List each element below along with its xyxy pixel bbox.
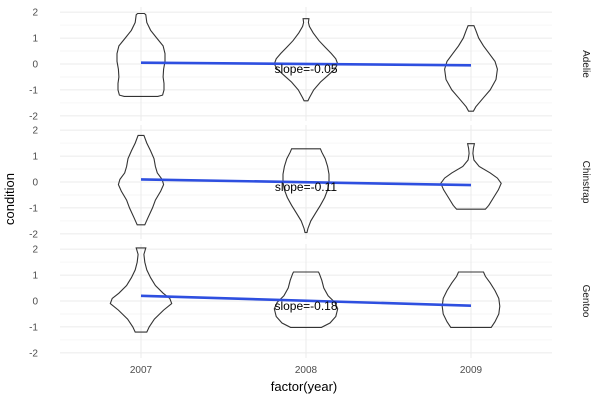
violin-chinstrap-2009: [440, 143, 502, 210]
facet-panel-gentoo: -2 -1 0 1 2 slope=-0.18 Gentoo: [29, 244, 591, 359]
y-tick-label: 0: [32, 60, 38, 71]
y-tick-label: 0: [32, 178, 38, 189]
y-tick-label: -1: [29, 203, 38, 214]
slope-label: slope=-0.05: [274, 62, 337, 76]
y-tick-label: 2: [32, 8, 38, 19]
y-tick-label: -1: [29, 85, 38, 96]
violin-gentoo-2007: [109, 247, 173, 333]
y-tick-label: -1: [29, 322, 38, 333]
violin-adelie-2009: [444, 25, 498, 112]
facet-strip-label: Adelie: [580, 50, 591, 78]
y-tick-label: 2: [32, 126, 38, 137]
y-tick-label: 2: [32, 245, 38, 256]
facet-strip-label: Chinstrap: [580, 161, 591, 204]
violin-adelie-2008: [273, 18, 339, 102]
x-axis-title: factor(year): [271, 379, 337, 394]
fit-line-chinstrap: [140, 178, 472, 187]
facet-panel-chinstrap: -2 -1 0 1 2 slope=-0.11 Chinstrap: [29, 125, 591, 240]
y-tick-label: -2: [29, 229, 38, 240]
violin-gentoo-2009: [441, 271, 501, 328]
fit-line-gentoo: [140, 294, 472, 307]
x-tick-label: 2007: [130, 365, 153, 376]
facet-panels: -2 -1 0 1 2 slope=-0.05 Adelie -2 -1 0 1 2 slope=-0.…: [29, 7, 591, 359]
y-tick-label: -2: [29, 111, 38, 122]
violin-adelie-2007: [116, 12, 166, 97]
y-tick-label: 1: [32, 271, 38, 282]
violin-chinstrap-2007: [117, 134, 165, 226]
x-tick-label: 2008: [295, 365, 318, 376]
violin-gentoo-2008: [273, 271, 339, 328]
y-tick-label: 1: [32, 152, 38, 163]
x-tick-label: 2009: [460, 365, 483, 376]
y-tick-label: -2: [29, 348, 38, 359]
facet-strip-label: Gentoo: [580, 285, 591, 318]
y-axis-title: condition: [2, 173, 17, 225]
y-tick-label: 0: [32, 297, 38, 308]
violin-chinstrap-2008: [282, 148, 330, 234]
slope-label: slope=-0.18: [274, 299, 337, 313]
x-axis-ticks: 2007 2008 2009: [130, 365, 483, 376]
facet-panel-adelie: -2 -1 0 1 2 slope=-0.05 Adelie: [29, 7, 591, 122]
fit-line-adelie: [140, 61, 472, 67]
y-tick-label: 1: [32, 34, 38, 45]
slope-label: slope=-0.11: [275, 180, 337, 194]
